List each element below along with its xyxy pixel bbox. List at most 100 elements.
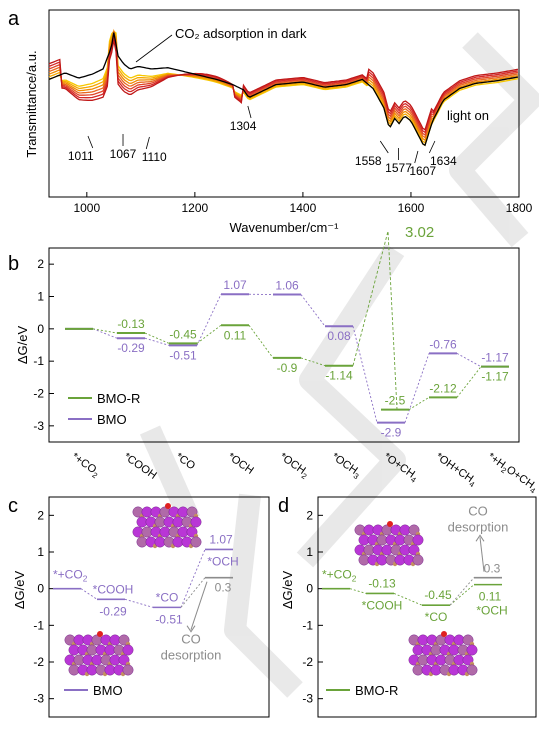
y-tick-label: -3 xyxy=(33,692,44,706)
bmo-r-value-label: -2.5 xyxy=(385,394,406,408)
legend-label-bmo-r: BMO-R xyxy=(97,391,140,406)
x-tick-label: 1800 xyxy=(506,201,533,215)
x-tick-label: 1000 xyxy=(73,201,100,215)
category-label: *+CO2 xyxy=(68,451,102,481)
legend-label-c: BMO xyxy=(93,683,123,698)
y-axis-label-a: Transmittance/a.u. xyxy=(24,50,39,157)
bmo-r-connector xyxy=(92,328,118,334)
annotation-dark: CO₂ adsorption in dark xyxy=(175,26,307,41)
y-axis-label-c: ΔG/eV xyxy=(12,571,27,610)
desorption-connector xyxy=(180,577,206,608)
plot-frame-c xyxy=(48,496,270,718)
panel-letter-d: d xyxy=(278,495,289,517)
state-label-s0: *+CO2 xyxy=(53,568,88,584)
state-label-s2: *CO xyxy=(156,590,179,604)
bmo-r-spike-connector xyxy=(352,231,398,410)
bmo-r-value-label: 3.02 xyxy=(405,224,434,241)
y-axis-label-d: ΔG/eV xyxy=(280,571,295,610)
bmo-r-connector xyxy=(449,584,475,606)
bmo-connector xyxy=(300,294,326,327)
y-tick-label: -1 xyxy=(302,618,313,632)
y-axis-label-b: ΔG/eV xyxy=(15,326,30,365)
y-tick-label: 2 xyxy=(37,257,44,271)
atom xyxy=(190,516,202,528)
legend-label-d: BMO-R xyxy=(355,683,398,698)
bmo-connector xyxy=(80,588,98,600)
bmo-connector xyxy=(456,353,482,368)
energy-profile: 0.3 *+CO2 *COOH *CO *OCH -0.13 -0.45 0.11 COdeso… xyxy=(322,503,508,624)
bmo-connector xyxy=(196,294,222,346)
atom xyxy=(122,644,134,656)
light-on-series-line xyxy=(48,36,519,134)
bmo-connector xyxy=(404,353,430,423)
light-on-series-line xyxy=(48,31,519,139)
bmo-value-label: 0.08 xyxy=(327,329,351,343)
y-tick-label: 1 xyxy=(37,290,44,304)
bmo-value-label: -0.76 xyxy=(429,337,457,351)
bmo-connector xyxy=(180,549,206,608)
bmo-r-value-label: -0.13 xyxy=(368,576,396,590)
desorption-text: desorption xyxy=(448,519,509,534)
chart-panel-d: -3 -2 -1 0 1 2 0.3 *+CO2 *COOH *CO *OCH -0.13 -0.45… xyxy=(280,496,537,718)
bmo-r-connector xyxy=(456,366,482,398)
peak-label: 1577 xyxy=(385,161,412,175)
bmo-r-connector xyxy=(349,588,367,594)
bmo-r-value-label: 0.11 xyxy=(224,328,247,342)
bmo-value-label: -1.17 xyxy=(481,351,509,365)
bmo-r-value-label: -0.9 xyxy=(277,361,298,375)
x-tick-label: 1600 xyxy=(398,201,425,215)
bmo-value-label: -0.51 xyxy=(169,348,197,362)
y-tick-label: 1 xyxy=(306,545,313,559)
structure-illustration-d xyxy=(354,521,478,677)
step-connectors xyxy=(92,231,482,423)
peak-label: 1011 xyxy=(68,149,94,163)
energy-profile: 0.3 *+CO2 *COOH *CO *OCH -0.29 -0.51 1.07 COdeso… xyxy=(53,532,239,663)
y-tick-label: 0 xyxy=(37,322,44,336)
chart-panel-c: -3 -2 -1 0 1 2 0.3 *+CO2 *COOH *CO *OCH -0.29 -0.51… xyxy=(12,496,270,718)
desorption-connector xyxy=(449,577,475,606)
legend-label-bmo: BMO xyxy=(97,412,127,427)
structure-illustration-c xyxy=(64,503,202,677)
peak-label: 1067 xyxy=(110,147,137,161)
y-axis-ticks: -3 -2 -1 0 1 2 xyxy=(33,508,54,706)
y-tick-label: -1 xyxy=(33,354,44,368)
value-labels: -0.29 -0.51 1.07 1.06 0.08 -2.9 -0.76 -1.17 -0.1… xyxy=(117,224,509,439)
category-labels: *+CO2 *COOH *CO *OCH *OCH2 *OCH3 *O+CH4 *OH+CH4… xyxy=(68,451,537,496)
y-tick-label: 0 xyxy=(37,582,44,596)
slab-model xyxy=(64,631,134,677)
atom xyxy=(190,536,202,548)
bmo-r-value-label: -0.13 xyxy=(117,317,145,331)
bmo-value-label: -2.9 xyxy=(381,426,402,440)
panel-letter-a: a xyxy=(8,8,20,30)
desorption-value-label: 0.3 xyxy=(215,581,232,595)
bmo-r-connector xyxy=(393,593,423,606)
annotation-light: light on xyxy=(447,108,489,123)
slab-model xyxy=(354,521,424,567)
state-label-s1: *COOH xyxy=(362,598,403,612)
peak-label: 1110 xyxy=(142,150,167,164)
light-on-series-line xyxy=(48,39,519,131)
bmo-connector xyxy=(124,598,154,608)
adsorbate-atom xyxy=(165,503,171,509)
peak-pointer xyxy=(87,135,94,149)
atom xyxy=(466,664,478,676)
category-label: *OCH2 xyxy=(276,451,311,481)
chart-panel-b: -3 -2 -1 0 1 2 -0.29 -0.51 1.07 1.06 0.08 -2.9 -0.7… xyxy=(15,224,537,496)
bmo-value-label: -0.29 xyxy=(99,604,127,618)
panel-letter-b: b xyxy=(8,253,19,275)
state-label-s1: *COOH xyxy=(93,582,134,596)
y-tick-label: -2 xyxy=(33,387,44,401)
y-axis-ticks: -3 -2 -1 0 1 2 xyxy=(33,257,54,433)
annotation-dark-arrow xyxy=(135,34,173,63)
x-tick-label: 1400 xyxy=(290,201,317,215)
dark-series-line xyxy=(48,32,519,147)
light-on-series-line xyxy=(48,33,519,136)
y-tick-label: 2 xyxy=(306,508,313,522)
light-on-series-line xyxy=(48,30,519,147)
peak-label: 1634 xyxy=(430,154,457,168)
bmo-r-value-label: 0.11 xyxy=(479,590,502,604)
x-tick-label: 1200 xyxy=(182,201,209,215)
desorption-text: CO xyxy=(181,632,201,647)
